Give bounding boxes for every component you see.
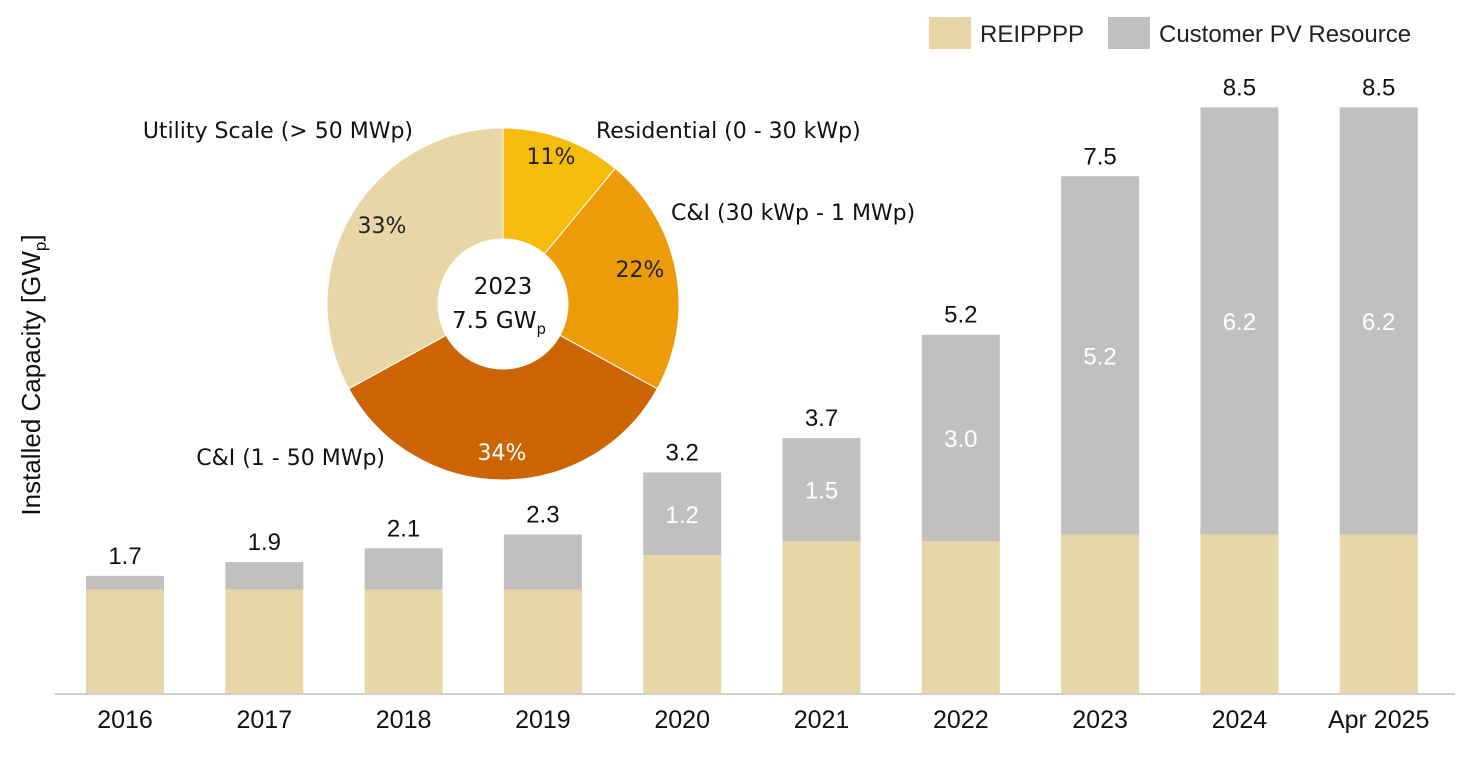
total-label-5: 3.7 <box>805 405 838 432</box>
pie-center-total: 7.5 GWp <box>452 308 546 338</box>
segment-label-7: 5.2 <box>1083 343 1116 370</box>
bar-reipppp-7 <box>1061 534 1140 693</box>
pie-slice-1 <box>543 167 680 390</box>
x-tick-label-3: 2019 <box>515 706 571 734</box>
total-label-9: 8.5 <box>1362 74 1395 101</box>
pie-slice-0 <box>502 127 616 255</box>
y-axis-label-sub: p <box>31 242 50 251</box>
bar-customer-pv-4 <box>643 472 722 556</box>
total-label-0: 1.7 <box>108 543 141 570</box>
bar-customer-pv-9 <box>1339 107 1418 535</box>
total-label-2: 2.1 <box>387 515 420 542</box>
bar-customer-pv-0 <box>86 575 164 590</box>
pie-category-label-0: Residential (0 - 30 kWp) <box>596 119 861 144</box>
x-tick-label-7: 2023 <box>1072 706 1128 734</box>
pie-category-label-1: C&I (30 kWp - 1 MWp) <box>671 201 915 226</box>
segment-label-4: 1.2 <box>666 502 699 529</box>
pie-pct-label-2: 34% <box>478 441 527 466</box>
bar-reipppp-8 <box>1200 534 1279 693</box>
bar-reipppp-9 <box>1339 534 1418 693</box>
x-tick-label-6: 2022 <box>933 706 989 734</box>
bar-customer-pv-8 <box>1200 107 1279 535</box>
x-tick-label-2: 2018 <box>376 706 432 734</box>
total-label-4: 3.2 <box>666 440 699 467</box>
bar-customer-pv-6 <box>921 334 1000 542</box>
legend-label-reipppp: REIPPPP <box>980 21 1084 48</box>
bar-customer-pv-3 <box>503 534 582 590</box>
bar-reipppp-1 <box>225 589 304 693</box>
segment-label-9: 6.2 <box>1362 309 1395 336</box>
bar-customer-pv-5 <box>782 438 861 542</box>
pie-slice-3 <box>326 127 504 390</box>
segment-label-8: 6.2 <box>1223 309 1256 336</box>
bar-reipppp-2 <box>364 589 443 693</box>
pie-category-label-3: Utility Scale (> 50 MWp) <box>143 119 413 144</box>
x-tick-label-1: 2017 <box>236 706 292 734</box>
legend-swatch-customer-pv <box>1108 17 1150 49</box>
pie-center-total-main: 7.5 GW <box>452 308 536 334</box>
total-label-6: 5.2 <box>944 302 977 329</box>
x-tick-label-0: 2016 <box>97 706 153 734</box>
bar-reipppp-4 <box>643 555 722 693</box>
pie-center-year: 2023 <box>474 274 533 300</box>
total-label-3: 2.3 <box>526 502 559 529</box>
y-axis-label-close: ] <box>16 234 46 241</box>
x-tick-label-5: 2021 <box>794 706 850 734</box>
pie-pct-label-0: 11% <box>527 145 576 170</box>
legend: REIPPPP Customer PV Resource <box>929 17 1411 49</box>
y-axis-label-main: Installed Capacity [GW <box>16 251 46 516</box>
x-tick-label-9: Apr 2025 <box>1328 706 1429 734</box>
total-label-1: 1.9 <box>248 529 281 556</box>
legend-swatch-reipppp <box>929 17 971 49</box>
legend-label-customer-pv: Customer PV Resource <box>1159 21 1411 48</box>
y-axis-label: Installed Capacity [GWp] <box>16 234 50 515</box>
pie-pct-label-1: 22% <box>616 258 665 283</box>
x-tick-label-8: 2024 <box>1212 706 1268 734</box>
bar-customer-pv-2 <box>364 548 443 590</box>
bar-reipppp-5 <box>782 541 861 693</box>
donut-chart: 11% Residential (0 - 30 kWp) 22% C&I (30 kW… <box>143 119 915 481</box>
x-tick-label-4: 2020 <box>654 706 710 734</box>
segment-label-5: 1.5 <box>805 478 838 505</box>
bar-reipppp-6 <box>921 541 1000 693</box>
bar-customer-pv-7 <box>1061 176 1140 535</box>
pie-pct-label-3: 33% <box>358 214 407 239</box>
bar-reipppp-3 <box>503 589 582 693</box>
pie-slice-2 <box>348 334 658 481</box>
pie-category-label-2: C&I (1 - 50 MWp) <box>196 446 385 471</box>
bar-customer-pv-1 <box>225 562 304 590</box>
total-label-8: 8.5 <box>1223 74 1256 101</box>
total-label-7: 7.5 <box>1083 143 1116 170</box>
pie-center-total-sub: p <box>536 320 546 338</box>
segment-label-6: 3.0 <box>944 426 977 453</box>
bar-series: 1.7 2016 1.9 2017 2.1 2018 2.3 2019 1.2 3.2 2020 1.… <box>86 74 1429 734</box>
bar-reipppp-0 <box>86 589 164 693</box>
